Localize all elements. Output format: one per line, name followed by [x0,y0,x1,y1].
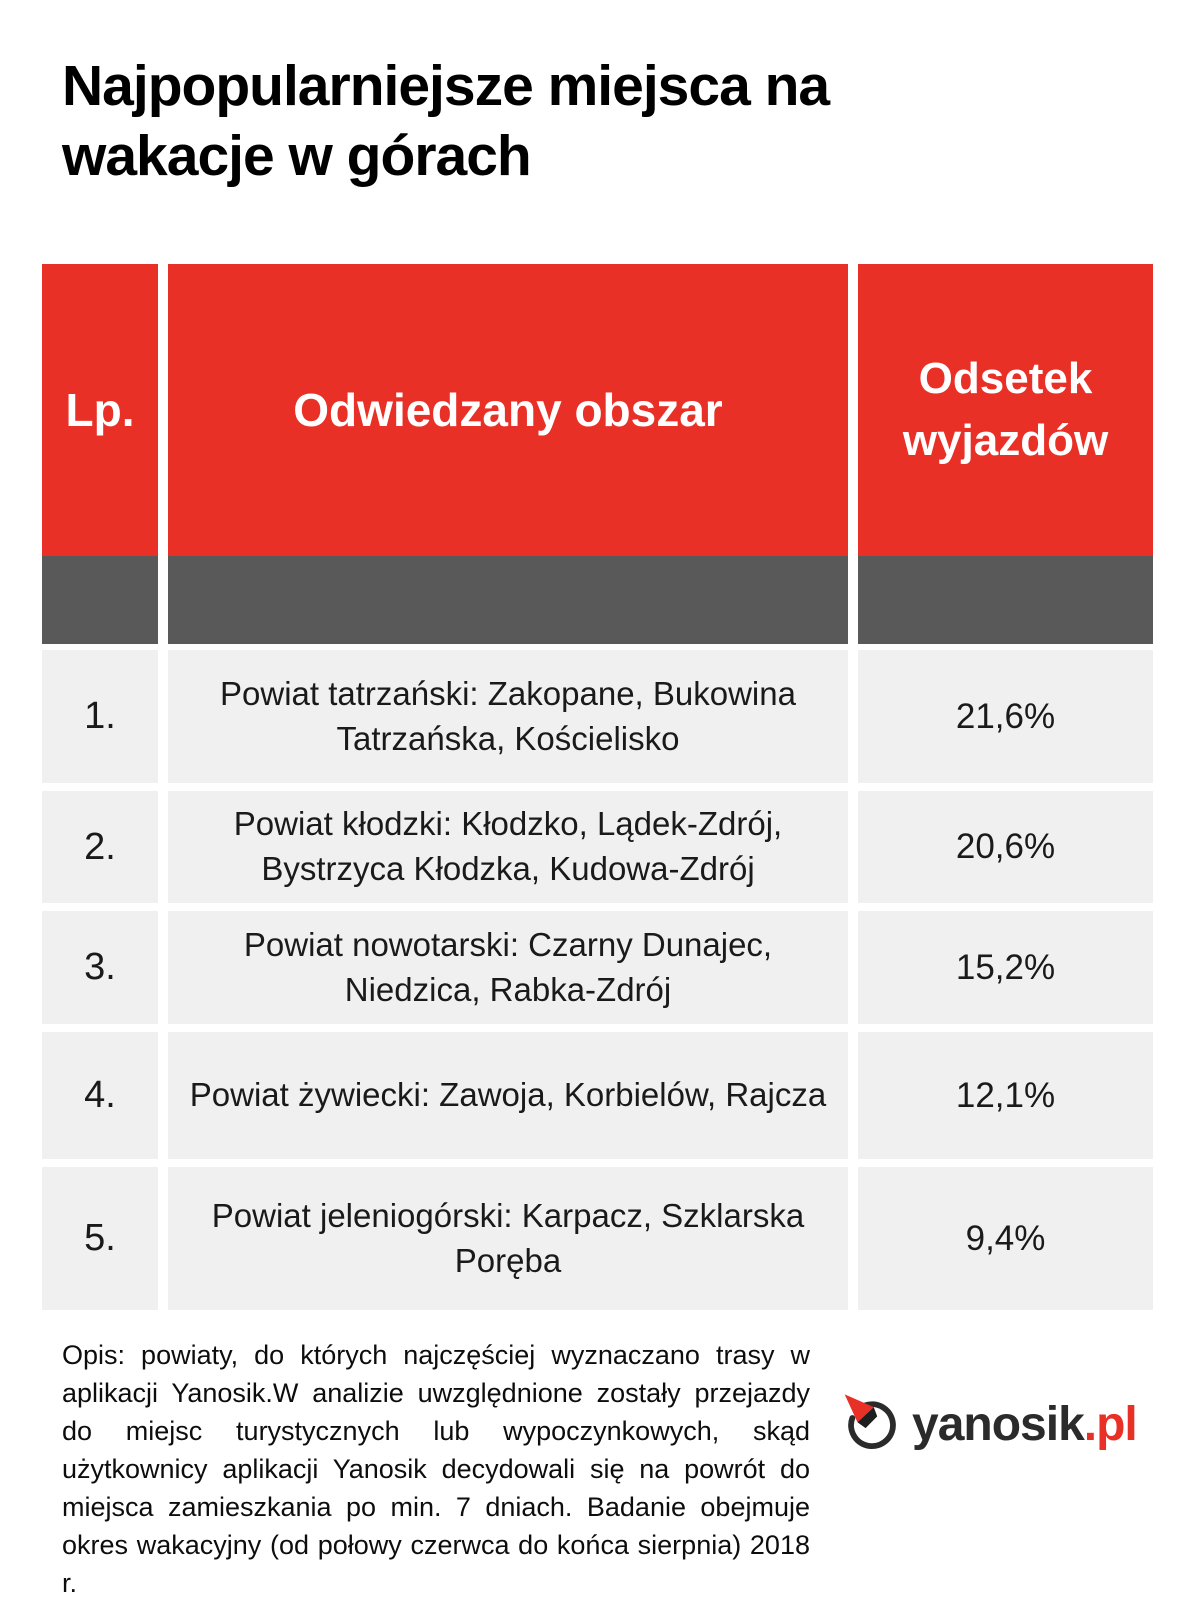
divider-cell-area [168,556,848,644]
page-title: Najpopularniejsze miejsca na wakacje w g… [62,54,830,188]
area-name: Powiat jeleniogórski: Karpacz, Szklarska… [168,1167,848,1310]
table-row: 1. Powiat tatrzański: Zakopane, Bukowina… [42,650,1153,783]
rank-number: 1. [42,650,158,783]
percent-value: 9,4% [858,1167,1153,1310]
divider-cell-lp [42,556,158,644]
table-divider-band [42,556,1153,644]
table-row: 3. Powiat nowotarski: Czarny Dunajec, Ni… [42,911,1153,1024]
area-name: Powiat tatrzański: Zakopane, Bukowina Ta… [168,650,848,783]
percent-value: 20,6% [858,791,1153,903]
area-name: Powiat kłodzki: Kłodzko, Lądek-Zdrój, By… [168,791,848,903]
column-header-lp: Lp. [42,264,158,556]
rank-number: 3. [42,911,158,1024]
percent-value: 15,2% [858,911,1153,1024]
yanosik-logo: yanosik.pl [840,1392,1138,1456]
logo-name: yanosik [912,1397,1085,1451]
divider-cell-percent [858,556,1153,644]
column-header-percent: Odsetek wyjazdów [858,264,1153,556]
rank-number: 4. [42,1032,158,1159]
area-name: Powiat żywiecki: Zawoja, Korbielów, Rajc… [168,1032,848,1159]
navigation-arrow-icon [840,1392,904,1456]
logo-wordmark: yanosik.pl [912,1397,1138,1452]
area-name: Powiat nowotarski: Czarny Dunajec, Niedz… [168,911,848,1024]
percent-value: 21,6% [858,650,1153,783]
table-row: 4. Powiat żywiecki: Zawoja, Korbielów, R… [42,1032,1153,1159]
table-header-row: Lp. Odwiedzany obszar Odsetek wyjazdów [42,264,1153,556]
logo-tld: .pl [1083,1397,1138,1451]
description-note: Opis: powiaty, do których najczęściej wy… [62,1340,810,1598]
ranking-table: Lp. Odwiedzany obszar Odsetek wyjazdów 1… [42,264,1153,1310]
table-row: 5. Powiat jeleniogórski: Karpacz, Szklar… [42,1167,1153,1310]
column-header-area: Odwiedzany obszar [168,264,848,556]
percent-value: 12,1% [858,1032,1153,1159]
table-row: 2. Powiat kłodzki: Kłodzko, Lądek-Zdrój,… [42,791,1153,903]
rank-number: 2. [42,791,158,903]
rank-number: 5. [42,1167,158,1310]
